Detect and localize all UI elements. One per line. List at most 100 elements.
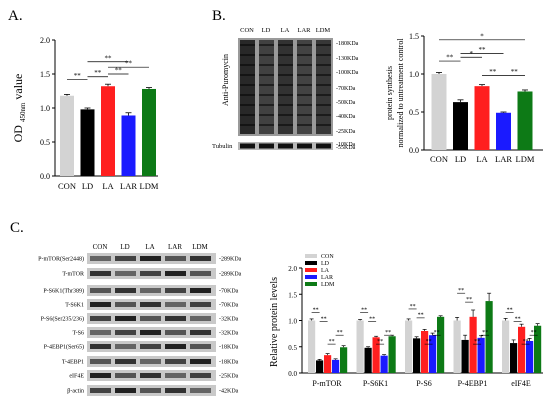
blot-band [90,373,111,378]
significance-label: ** [507,307,513,313]
y-tick-label: 0.5 [288,344,297,352]
x-tick-label: CON [58,181,76,191]
y-tick-label: 1.0 [409,70,419,79]
blot-band [278,74,293,76]
marker-label: -100KDa [336,70,359,76]
blot-band [140,316,161,321]
y-tick-label: 1.5 [409,32,419,41]
blot-band [165,344,186,349]
significance-label: ** [105,54,113,62]
bar-ldm [340,347,348,373]
blot-band [190,288,211,293]
bar-lar [477,337,485,373]
legend-swatch-lar [305,275,317,279]
panel-label-a: A. [8,8,23,24]
lane-label: CON [240,27,254,34]
y-tick-label: 0.0 [40,172,50,181]
blot-band [278,64,293,66]
row-label: P-S6K1(Thr389) [43,288,84,295]
bar-ld [316,360,324,373]
blot-band [278,84,293,86]
blot-band [165,271,186,276]
bar-con [356,320,364,373]
x-tick-label: LD [82,181,93,191]
blot-band [140,359,161,364]
blot-band [115,288,136,293]
marker-label: -18KDa [219,360,239,366]
bar-ldm [437,316,445,373]
blot-band [165,330,186,335]
row-label: T-mTOR [62,272,84,278]
lane-label: LDM [192,243,208,251]
significance-label: ** [115,67,123,75]
blot-band [259,64,274,66]
x-tick-label: eIF4E [511,379,531,388]
y-axis-label-part: OD [11,122,25,142]
blot-band [259,104,274,106]
blot-band [90,388,111,393]
significance-label: ** [434,330,440,336]
blot-band [297,104,312,106]
significance-label: ** [125,60,133,68]
y-tick-label: 1.0 [40,104,50,113]
bar-lar [121,115,136,176]
marker-label: -25KDa [336,129,356,135]
row-label: P-mTOR(Ser2448) [38,256,84,263]
significance-label: ** [74,72,82,80]
blot-band [90,302,111,307]
blot-band [140,344,161,349]
blot-band [165,388,186,393]
loading-band [297,143,312,149]
lane-label: LD [262,27,271,34]
bar-ld [453,102,468,150]
blot-lane [240,40,255,134]
lane-label: CON [93,243,108,251]
y-axis-label: Relative protein levels [269,277,280,367]
blot-band [240,74,255,76]
blot-band [297,64,312,66]
row-label: T-S6K1 [65,303,84,309]
blot-band [316,54,331,56]
blot-band [278,124,293,126]
row-label: P-4EBP1(Ser65) [44,344,84,351]
bar-lar [429,335,437,373]
blot-band [90,256,111,261]
marker-label: -180KDa [336,41,359,47]
blot-band [297,84,312,86]
blot-band [165,316,186,321]
significance-label: ** [482,330,488,336]
significance-label: * [480,32,484,40]
marker-label: -10KDa [336,142,356,148]
blot-band [316,94,331,96]
bar-ld [80,109,95,176]
blot-band [115,302,136,307]
blot-band [140,256,161,261]
legend-label: LA [321,268,330,274]
significance-label: ** [385,330,391,336]
y-tick-label: 0.5 [409,108,419,117]
bar-la [421,331,429,373]
blot-band [115,316,136,321]
significance-label: ** [523,339,529,345]
blot-band [316,124,331,126]
blot-band [297,124,312,126]
x-tick-label: LDM [516,154,535,164]
marker-label: -32KDa [219,317,239,323]
bar-la [469,316,477,373]
marker-label: -40KDa [336,114,356,120]
bar-lar [332,359,340,373]
blot-band [190,373,211,378]
bar-con [60,95,74,176]
blot-band [165,359,186,364]
bar-ldm [485,301,493,373]
significance-label: ** [369,316,375,322]
row-label: eIF4E [69,374,84,380]
legend-swatch-ldm [305,282,317,286]
lane-label: LAR [168,243,182,251]
lane-label: LA [145,243,154,251]
marker-label: -130KDa [336,56,359,62]
blot-band [165,256,186,261]
blot-lane [297,40,312,134]
y-axis-label-line: protein synthesis [385,66,394,120]
blot-band [165,373,186,378]
